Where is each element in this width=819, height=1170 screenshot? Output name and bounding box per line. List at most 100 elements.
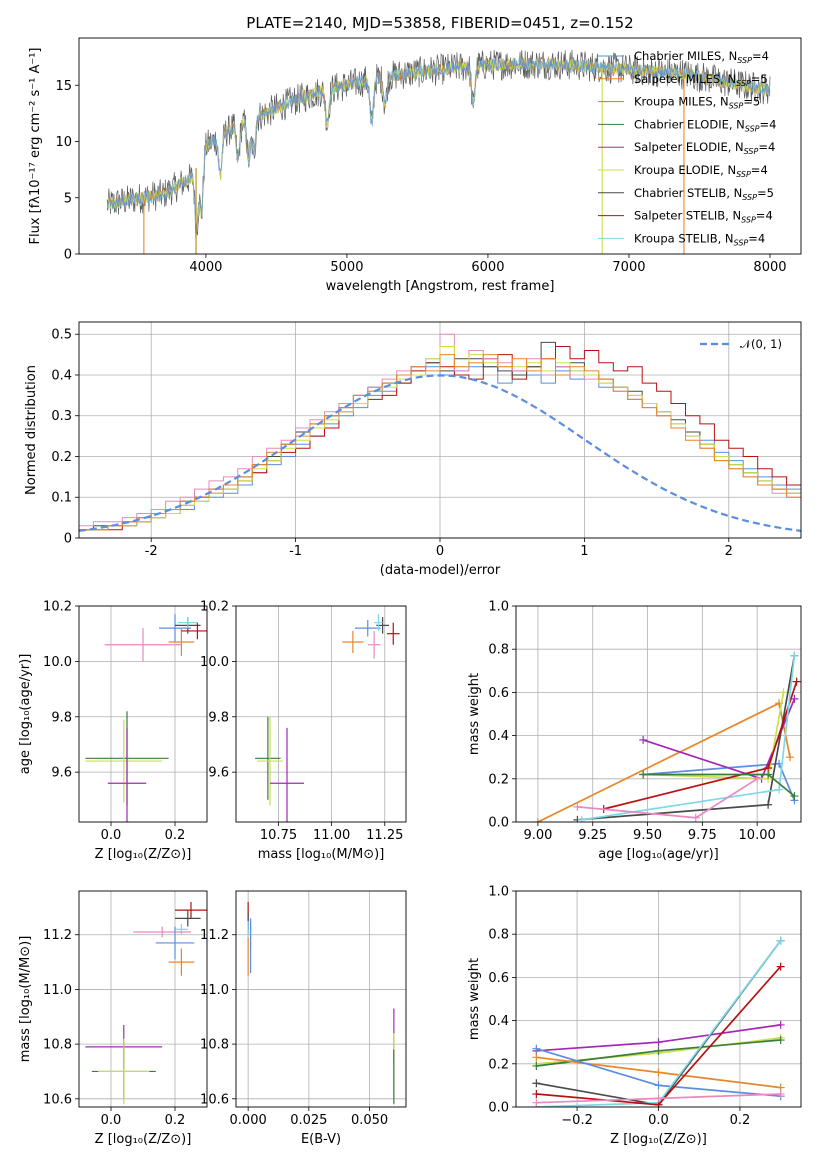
plot-area	[247, 901, 395, 1105]
legend-name: Chabrier ELODIE	[634, 117, 729, 131]
y-tick-label: 10.8	[200, 1038, 229, 1053]
legend-nssp-prefix: , N	[726, 186, 742, 200]
x-axis-label: E(B-V)	[301, 1132, 341, 1147]
x-tick-label: 9.25	[578, 828, 607, 843]
y-tick-label: 0.8	[488, 928, 509, 943]
weight-marker	[654, 1046, 663, 1055]
y-axis-label: Flux [fλ10⁻¹⁷ erg cm⁻² s⁻¹ A⁻¹]	[28, 48, 43, 245]
legend-name: Salpeter STELIB	[634, 209, 725, 223]
legend-nssp-value: 4	[765, 209, 772, 223]
weight-marker	[532, 1079, 541, 1088]
x-tick-label: 0.0	[101, 1113, 122, 1128]
x-tick-label: -1	[289, 544, 302, 559]
y-tick-label: 10.0	[43, 655, 72, 670]
x-axis-label: Z [log₁₀(Z/Z⊙)]	[95, 1132, 192, 1147]
y-axis-label: age [log₁₀(age/yr)]	[18, 654, 33, 775]
legend-nssp-subscript: SSP	[734, 238, 749, 247]
x-tick-label: 4000	[189, 260, 222, 275]
legend-label: Chabrier MILES, NSSP=4	[634, 49, 769, 65]
y-tick-label: 1.0	[488, 885, 509, 900]
weight-marker	[532, 1061, 541, 1070]
errorbar-point	[107, 727, 147, 822]
legend-nssp-prefix: , N	[729, 117, 745, 131]
y-tick-label: 0.0	[488, 1101, 509, 1116]
y-tick-label: 0.6	[488, 686, 509, 701]
weight-marker	[639, 770, 648, 779]
weight-marker	[532, 1090, 541, 1099]
x-axis-label: age [log₁₀(age/yr)]	[598, 847, 719, 862]
weight-series	[581, 655, 796, 821]
weight-marker	[753, 774, 762, 783]
x-tick-label: 1	[580, 544, 588, 559]
y-axis-label: mass weight	[467, 958, 482, 1040]
x-tick-label: 9.75	[688, 828, 717, 843]
legend-label: Salpeter STELIB, NSSP=4	[634, 209, 773, 225]
y-tick-label: 11.0	[200, 983, 229, 998]
weight-marker	[532, 1044, 541, 1053]
spectrum-series	[106, 57, 771, 230]
y-tick-label: 0.2	[51, 450, 72, 465]
legend-nssp-subscript: SSP	[742, 193, 757, 202]
legend-nssp-value: 4	[762, 49, 769, 63]
weight-marker	[779, 688, 788, 697]
legend-label: 𝒩(0, 1)	[740, 337, 782, 351]
weight-marker	[776, 1020, 785, 1029]
panel-age-weights: 9.00 9.25 9.50 9.75 10.00 0.0 0.2 0.4 0.6 0.8 1.0 a…	[467, 600, 802, 862]
errorbar-point	[155, 926, 195, 960]
legend-entry: Chabrier ELODIE, NSSP=4	[598, 117, 776, 133]
weight-marker	[790, 792, 799, 801]
legend-entry: Salpeter ELODIE, NSSP=4	[598, 140, 775, 156]
y-axis-label: mass [log₁₀(M/M⊙)]	[18, 936, 33, 1063]
x-tick-label: 0.000	[230, 1113, 267, 1128]
y-tick-label: 11.2	[43, 928, 72, 943]
legend-name: Chabrier MILES	[634, 49, 721, 63]
errorbar-point	[175, 923, 188, 935]
x-tick-label: 11.00	[313, 828, 350, 843]
weight-marker	[792, 677, 801, 686]
axes-frame	[515, 890, 802, 1108]
y-tick-label: 1.0	[488, 600, 509, 615]
x-tick-label: 0.2	[730, 1113, 751, 1128]
legend-equals: =	[748, 231, 758, 245]
histogram-series	[79, 354, 801, 531]
weight-marker	[577, 815, 586, 822]
axes-frame	[235, 890, 407, 1108]
axes-frame	[235, 605, 407, 823]
axes-frame	[78, 890, 208, 1108]
legend-label: Chabrier ELODIE, NSSP=4	[634, 117, 776, 133]
y-tick-label: 0.6	[488, 971, 509, 986]
errorbar-point	[374, 614, 383, 631]
legend-nssp-value: 4	[769, 117, 776, 131]
x-tick-label: -2	[145, 544, 158, 559]
plot-area	[85, 614, 207, 822]
plot-area	[532, 936, 785, 1107]
x-tick-label: 11.25	[366, 828, 403, 843]
errorbar-point	[175, 910, 201, 927]
legend-name: Salpeter ELODIE	[634, 140, 728, 154]
errorbar-point	[386, 622, 400, 645]
legend-entry: Chabrier STELIB, NSSP=5	[598, 186, 774, 202]
axes-frame	[78, 605, 208, 823]
y-axis-label: Normed distribution	[24, 365, 39, 495]
x-tick-label: 9.00	[523, 828, 552, 843]
y-tick-label: 10.2	[200, 600, 229, 615]
weight-marker	[764, 770, 773, 779]
weight-marker	[786, 753, 795, 762]
legend-entry: Kroupa MILES, NSSP=5	[598, 95, 760, 111]
y-tick-label: 10.6	[43, 1092, 72, 1107]
x-tick-label: 2	[725, 544, 733, 559]
legend-nssp-subscript: SSP	[736, 170, 751, 179]
y-tick-label: 0	[64, 532, 72, 547]
y-tick-label: 11.0	[43, 983, 72, 998]
panel-spectrum: 4000 5000 6000 7000 8000 0 5 10 15 wavelength [An…	[28, 14, 802, 294]
x-tick-label: 0.050	[351, 1113, 388, 1128]
y-tick-label: 10.6	[200, 1092, 229, 1107]
errorbar-point	[98, 1038, 150, 1105]
x-axis-label: mass [log₁₀(M/M⊙)]	[258, 847, 385, 862]
legend-label: Kroupa ELODIE, NSSP=4	[634, 163, 768, 179]
legend-equals: =	[751, 163, 761, 177]
plot-area	[79, 333, 801, 532]
y-tick-label: 0.3	[51, 409, 72, 424]
weight-marker	[776, 1090, 785, 1099]
panel-ebv-vs-mass: 0.000 0.025 0.050 10.6 10.8 11.0 11.2 E(B-V)	[200, 890, 407, 1147]
